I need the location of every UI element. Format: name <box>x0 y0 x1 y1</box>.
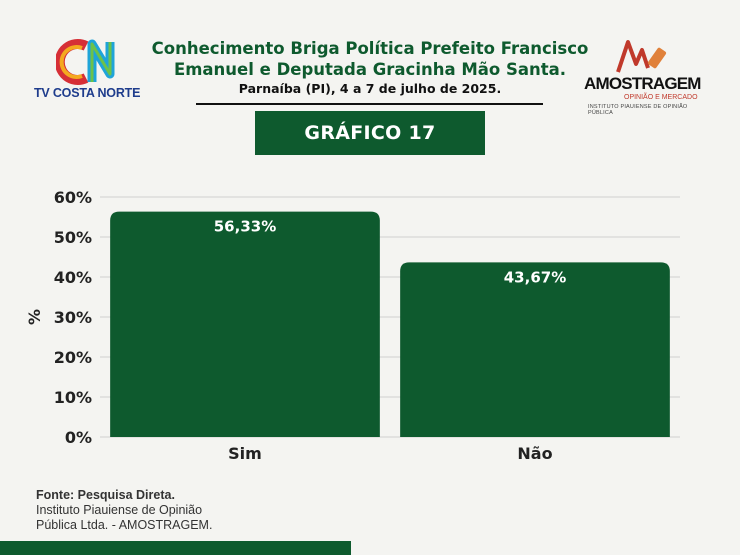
chart-number-banner: GRÁFICO 17 <box>255 111 485 155</box>
data-label: 56,33% <box>214 218 276 236</box>
chart-header: Conhecimento Briga Política Prefeito Fra… <box>128 38 612 97</box>
y-tick-label: 30% <box>54 308 92 327</box>
amostragem-institute: INSTITUTO PIAUIENSE DE OPINIÃO PÚBLICA <box>588 104 688 116</box>
source-label: Fonte: Pesquisa Direta. <box>36 488 175 502</box>
bar <box>400 262 670 437</box>
source-line-1: Instituto Piauiense de Opinião <box>36 503 203 517</box>
subtitle: Parnaíba (PI), 4 a 7 de julho de 2025. <box>238 81 502 96</box>
source-line-2: Pública Ltda. - AMOSTRAGEM. <box>36 518 213 532</box>
header-divider <box>196 103 543 105</box>
y-tick-label: 10% <box>54 388 92 407</box>
y-tick-label: 50% <box>54 228 92 247</box>
amostragem-logo: AMOSTRAGEM OPINIÃO E MERCADO INSTITUTO P… <box>584 38 708 116</box>
x-tick-label: Não <box>517 444 552 463</box>
tv-costa-norte-logo: TV COSTA NORTE <box>34 36 154 106</box>
amostragem-tagline: OPINIÃO E MERCADO <box>624 94 698 101</box>
bar-chart: 0% 10% 20% 30% 40% 50% 60%% 56,33% Sim 43,67% Não <box>25 188 680 463</box>
x-tick-label: Sim <box>228 444 262 463</box>
amostragem-mark-icon <box>616 40 667 73</box>
y-tick-label: 60% <box>54 188 92 207</box>
y-tick-label: 40% <box>54 268 92 287</box>
footer-bar <box>0 541 351 555</box>
cn-logo-icon <box>56 39 115 85</box>
source-note: Fonte: Pesquisa Direta. Instituto Piauie… <box>36 488 212 533</box>
amostragem-brand: AMOSTRAGEM <box>584 74 701 93</box>
y-tick-label: 20% <box>54 348 92 367</box>
y-tick-label: 0% <box>65 428 92 447</box>
bar <box>110 211 380 437</box>
title-line-2: Emanuel e Deputada Gracinha Mão Santa. <box>173 60 567 79</box>
data-label: 43,67% <box>504 268 566 286</box>
y-axis-label: % <box>25 309 44 325</box>
tv-costa-norte-label: TV COSTA NORTE <box>34 86 141 100</box>
title-line-1: Conhecimento Briga Política Prefeito Fra… <box>151 39 589 58</box>
